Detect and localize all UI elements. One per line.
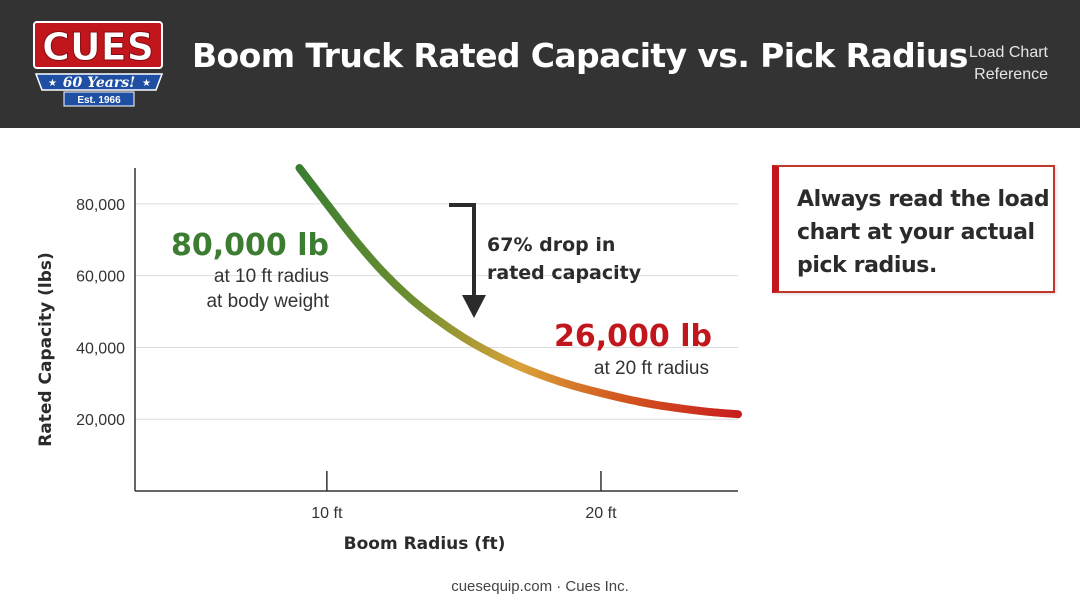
start-detail-line-2: at body weight [206,291,329,312]
header-bar: CUES 60 Years! ★ ★ Est. 1966 Boom Truck … [0,0,1080,128]
reference-line-1: Load Chart [968,44,1048,61]
capacity-chart: 20,000 40,000 60,000 80,000 10 ft 20 ft Boom R… [36,164,742,554]
logo-est-text: Est. 1966 [77,95,121,106]
x-tick-label: 10 ft [311,505,343,522]
star-icon: ★ [142,78,151,89]
y-tick-label: 20,000 [76,412,125,429]
drop-label-line-1: 67% drop in [487,234,615,256]
logo-anniversary-text: 60 Years! [63,75,136,91]
y-tick-label: 80,000 [76,197,125,214]
drop-arrow-shaft [449,203,476,298]
start-value-label: 80,000 lb [171,228,329,263]
y-tick-label: 40,000 [76,340,125,357]
y-axis-title: Rated Capacity (lbs) [36,252,56,447]
page-title: Boom Truck Rated Capacity vs. Pick Radiu… [192,36,968,75]
x-axis-title: Boom Radius (ft) [344,534,506,554]
drop-arrow-head [462,295,486,318]
logo-brand-text: CUES [42,25,154,69]
cues-logo: CUES 60 Years! ★ ★ Est. 1966 [33,21,164,107]
logo-plate [33,21,163,69]
end-value-label: 26,000 lb [554,319,712,354]
end-detail-line-1: at 20 ft radius [594,358,709,379]
capacity-curve [295,164,742,419]
logo-banner [34,73,164,91]
y-tick-label: 60,000 [76,269,125,286]
logo-est-plate [63,91,135,107]
callout-box: Always read the load chart at your actua… [772,165,1055,293]
header-reference: Load Chart Reference [969,42,1048,86]
x-tick-label: 20 ft [585,505,617,522]
start-detail-line-1: at 10 ft radius [214,266,329,287]
footer-credit: cuesequip.com · Cues Inc. [451,578,629,595]
callout-text: Always read the load chart at your actua… [797,187,1050,278]
drop-label-line-2: rated capacity [487,262,642,284]
reference-line-2: Reference [974,66,1048,83]
star-icon: ★ [48,78,57,89]
